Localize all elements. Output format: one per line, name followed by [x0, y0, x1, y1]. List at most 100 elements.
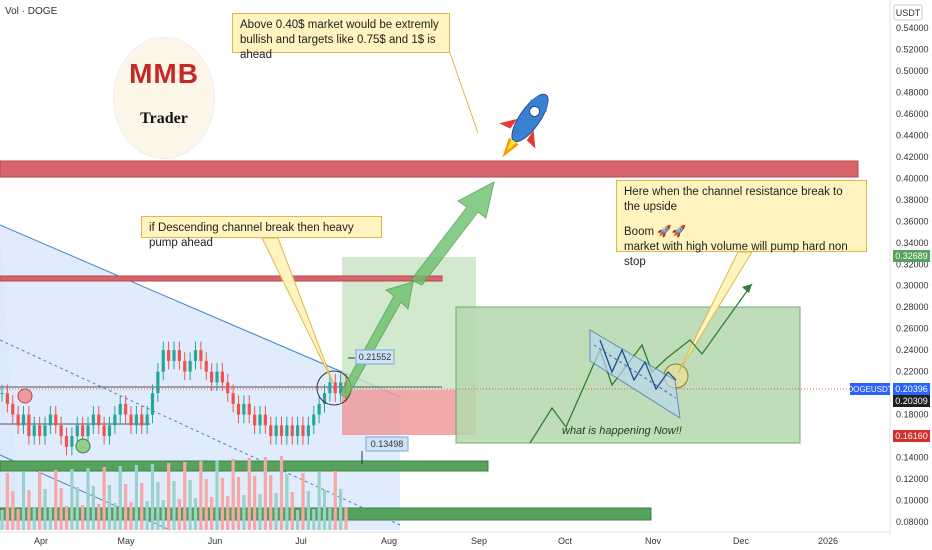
candle-body [134, 414, 138, 426]
volume-bar [296, 510, 300, 530]
candle-body [339, 382, 343, 394]
y-tick-label: 0.36000 [896, 216, 929, 226]
x-tick-label: Sep [471, 536, 487, 546]
candle-body [263, 414, 267, 426]
projection-channel [589, 329, 681, 419]
volume-bar [118, 466, 122, 530]
volume-bar [344, 507, 348, 530]
pump-arrow-short [339, 281, 414, 399]
usdt-badge[interactable]: USDT [893, 4, 923, 21]
candle-body [301, 425, 305, 437]
note-right-line1: Here when the channel resistance break t… [624, 186, 843, 213]
volume-bar [75, 487, 79, 530]
marker-red-circle [17, 388, 33, 404]
candle-body [290, 425, 294, 437]
symbol-tag-label: DOGEUSDT [847, 385, 892, 394]
candle-body [231, 393, 235, 404]
marker-green-circle [75, 438, 91, 454]
volume-bar [258, 494, 262, 530]
volume-bar [86, 468, 90, 530]
y-tick-label: 0.30000 [896, 281, 929, 291]
y-tick-label: 0.48000 [896, 87, 929, 97]
y-tick-label: 0.34000 [896, 238, 929, 248]
candle-body [107, 425, 112, 437]
candle-body [16, 414, 20, 426]
volume-bar [81, 505, 85, 530]
x-tick-label: Dec [733, 536, 750, 546]
candle-body [306, 425, 310, 437]
y-tick-label: 0.54000 [896, 23, 929, 33]
volume-bar [167, 463, 171, 530]
volume-bar [91, 486, 95, 530]
volume-bar [0, 510, 4, 530]
volume-bar [38, 471, 42, 530]
candle-body [97, 414, 101, 426]
candle-body [296, 425, 300, 437]
projection-path [529, 283, 753, 444]
y-tick-label: 0.14000 [896, 453, 929, 463]
candle-body [317, 403, 321, 415]
volume-bar [328, 508, 332, 530]
candle-body [43, 425, 47, 437]
volume-bar [274, 493, 278, 530]
y-tick-label: 0.28000 [896, 302, 929, 312]
channel-upper-line [0, 224, 401, 398]
measure-tag-lower: 0.13498 [365, 436, 409, 452]
volume-bar [263, 457, 267, 530]
measure-upper-label: 0.21552 [359, 352, 392, 362]
x-tick-label: Jul [295, 536, 307, 546]
volume-bar [301, 473, 305, 530]
note-right: Here when the channel resistance break t… [616, 180, 867, 268]
candle-body [118, 403, 122, 415]
candle-body [70, 436, 74, 447]
candle-body [328, 382, 332, 394]
x-tick-label: Apr [34, 536, 48, 546]
note-right-pointer [677, 251, 753, 374]
y-tick-label: 0.22000 [896, 367, 929, 377]
x-tick-label: Aug [381, 536, 397, 546]
candle-body [102, 425, 106, 437]
measure-tag-upper: 0.21552 [355, 349, 395, 365]
candle-body [91, 414, 95, 426]
volume-bar [215, 460, 219, 530]
x-tick-label: Jun [208, 536, 223, 546]
now-label: what is happening Now!! [562, 425, 682, 437]
volume-bar [113, 503, 117, 530]
candle-body [64, 436, 69, 447]
candle-body [172, 350, 176, 361]
x-tick-label: Oct [558, 536, 573, 546]
volume-bar [279, 456, 284, 530]
volume-bar [140, 483, 144, 530]
upper-target-tag: 0.32689 [893, 250, 930, 262]
candle-body [75, 425, 79, 437]
descending-channel-area [0, 225, 400, 530]
y-tick-label: 0.44000 [896, 130, 929, 140]
y-tick-label: 0.38000 [896, 195, 929, 205]
volume-bar [183, 462, 187, 530]
volume-bar [339, 489, 343, 530]
candle-body [27, 414, 31, 437]
volume-bars [0, 456, 348, 530]
lower-level-tag: 0.16160 [893, 430, 930, 442]
candle-body [279, 425, 284, 437]
volume-bar [317, 472, 321, 530]
volume-bar [285, 474, 289, 530]
volume-bar [172, 481, 176, 530]
candle-body [0, 393, 4, 395]
volume-bar [247, 458, 251, 530]
candle-body [59, 425, 63, 437]
volume-bar [204, 479, 208, 530]
volume-bar [312, 509, 316, 530]
volume-bar [97, 504, 101, 530]
candle-body [199, 350, 203, 361]
descending-channel-area-left [0, 225, 20, 530]
candle-body [21, 414, 26, 426]
volume-bar [59, 488, 63, 530]
volume-bar [220, 478, 224, 530]
volume-bar [242, 495, 246, 530]
candle-body [285, 425, 289, 437]
candle-body [274, 425, 278, 437]
rocket-icon [499, 93, 549, 158]
current-price-label: 0.20309 [895, 396, 928, 406]
